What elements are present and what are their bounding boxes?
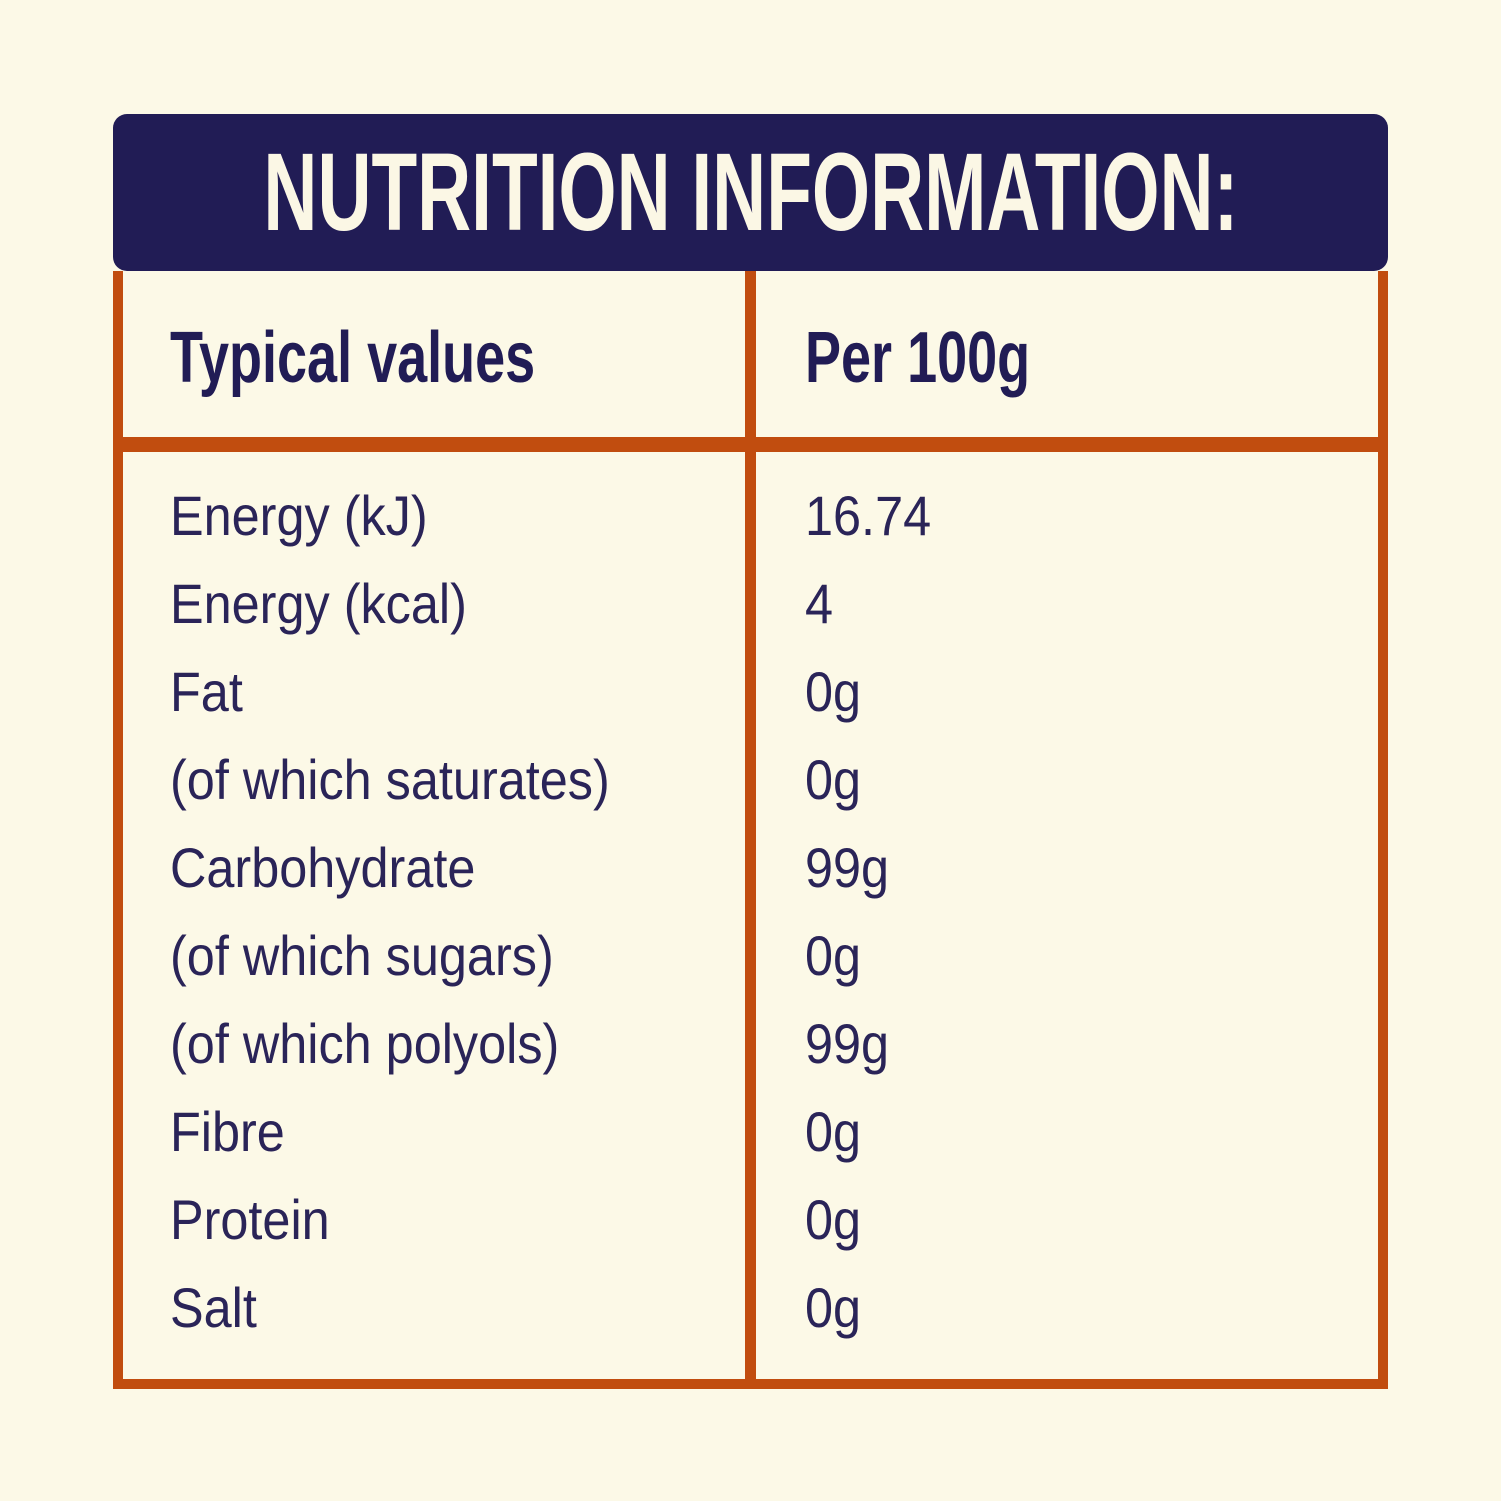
table-row: (of which polyols) 99g: [123, 1000, 1378, 1088]
row-value: 0g: [805, 748, 862, 812]
row-label: Fibre: [170, 1100, 285, 1164]
row-label: Energy (kJ): [170, 484, 428, 548]
header-cell-typical-values: Typical values: [123, 319, 756, 398]
header-banner: NUTRITION INFORMATION:: [113, 114, 1388, 271]
table-body: Energy (kJ) 16.74 Energy (kcal) 4 Fat 0g…: [123, 452, 1378, 1379]
table-row: Energy (kJ) 16.74: [123, 472, 1378, 560]
row-value: 0g: [805, 1188, 862, 1252]
row-label: Protein: [170, 1188, 330, 1252]
column-header-per-100g: Per 100g: [805, 318, 1031, 399]
table-row: Energy (kcal) 4: [123, 560, 1378, 648]
row-label: Salt: [170, 1276, 257, 1340]
row-label: Carbohydrate: [170, 836, 476, 900]
header-cell-per-100g: Per 100g: [756, 319, 1378, 398]
column-divider: [745, 271, 756, 1379]
table-row: (of which saturates) 0g: [123, 736, 1378, 824]
row-label: (of which saturates): [170, 748, 610, 812]
row-value: 16.74: [805, 484, 932, 548]
row-label: (of which sugars): [170, 924, 554, 988]
row-value: 0g: [805, 924, 862, 988]
row-value: 4: [805, 572, 834, 636]
column-header-typical-values: Typical values: [170, 318, 536, 399]
row-value: 99g: [805, 836, 890, 900]
row-label: Energy (kcal): [170, 572, 467, 636]
row-value: 0g: [805, 660, 862, 724]
table-row: (of which sugars) 0g: [123, 912, 1378, 1000]
nutrition-table: Typical values Per 100g Energy (kJ) 16.7…: [113, 271, 1388, 1389]
row-label: Fat: [170, 660, 243, 724]
row-label: (of which polyols): [170, 1012, 560, 1076]
table-row: Fibre 0g: [123, 1088, 1378, 1176]
table-row: Fat 0g: [123, 648, 1378, 736]
table-row: Protein 0g: [123, 1176, 1378, 1264]
table-row: Salt 0g: [123, 1264, 1378, 1352]
row-value: 0g: [805, 1276, 862, 1340]
row-value: 0g: [805, 1100, 862, 1164]
row-value: 99g: [805, 1012, 890, 1076]
page-title: NUTRITION INFORMATION:: [262, 130, 1239, 254]
table-header-row: Typical values Per 100g: [123, 271, 1378, 437]
table-row: Carbohydrate 99g: [123, 824, 1378, 912]
